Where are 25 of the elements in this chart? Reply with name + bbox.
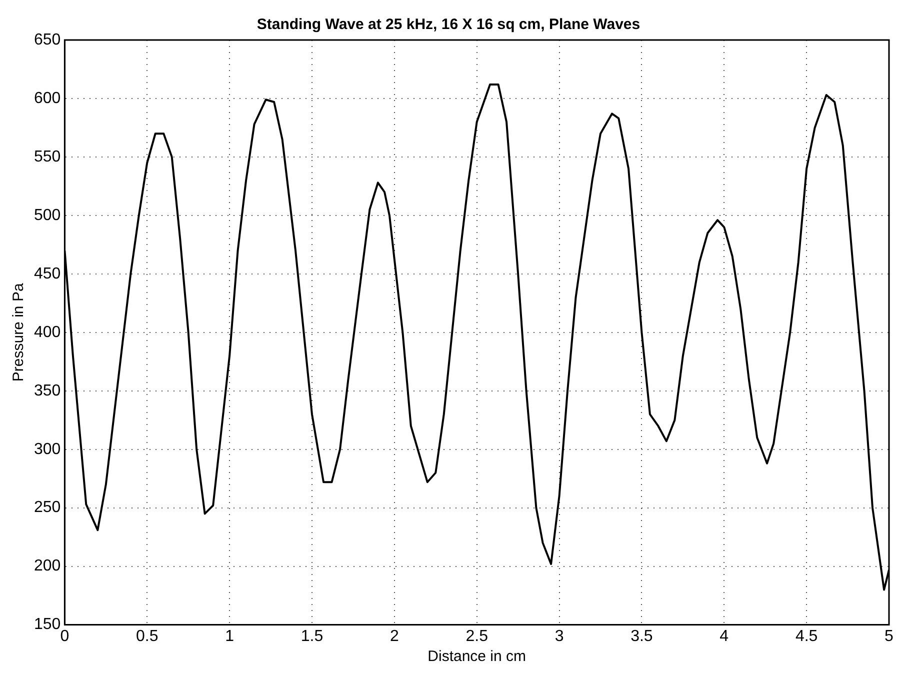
x-tick-label: 1 <box>225 628 234 645</box>
y-tick-label: 450 <box>34 265 61 282</box>
y-tick-label: 550 <box>34 148 61 166</box>
y-tick-label: 150 <box>34 616 61 634</box>
x-tick-label: 4.5 <box>795 628 818 645</box>
y-tick-label: 500 <box>34 206 61 224</box>
x-tick-label: 3 <box>554 628 564 645</box>
x-tick-label: 1.5 <box>300 628 324 645</box>
x-tick-label: 2.5 <box>466 628 488 645</box>
x-axis-title: Distance in cm <box>428 648 526 666</box>
y-tick-label: 400 <box>34 324 61 341</box>
y-tick-label: 200 <box>34 558 61 575</box>
y-tick-label: 650 <box>34 31 61 48</box>
y-tick-label: 250 <box>34 499 61 516</box>
y-tick-label: 600 <box>34 90 61 107</box>
x-tick-label: 0 <box>60 628 70 645</box>
x-tick-label: 3.5 <box>630 628 653 645</box>
x-tick-label: 0.5 <box>136 628 158 645</box>
x-tick-label: 4 <box>720 628 729 645</box>
y-tick-label: 300 <box>34 440 61 458</box>
x-tick-label: 5 <box>884 628 894 645</box>
y-axis-title: Pressure in Pa <box>10 282 28 382</box>
x-tick-label: 2 <box>390 628 399 645</box>
y-tick-label: 350 <box>34 382 61 400</box>
chart-title: Standing Wave at 25 kHz, 16 X 16 sq cm, Plane Waves <box>256 16 640 34</box>
